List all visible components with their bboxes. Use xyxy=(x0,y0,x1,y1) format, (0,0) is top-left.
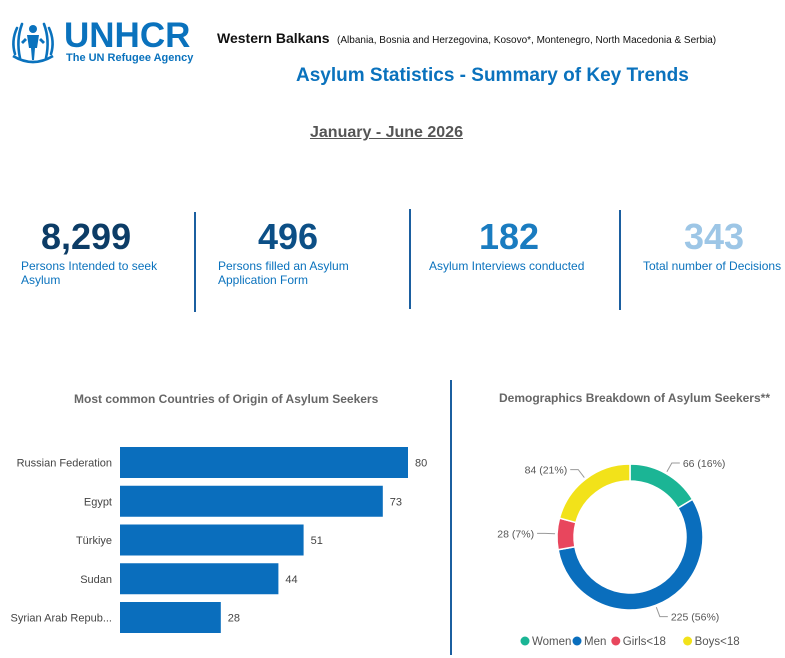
bar-chart-title: Most common Countries of Origin of Asylu… xyxy=(74,392,379,406)
donut-slice[interactable] xyxy=(558,463,631,524)
bar-category-label: Egypt xyxy=(84,496,112,508)
kpi-value: 182 xyxy=(479,216,540,257)
legend-swatch-icon xyxy=(520,636,530,646)
reporting-period: January - June 2026 xyxy=(310,124,463,141)
bar-value-label: 44 xyxy=(285,574,297,586)
bar-category-label: Sudan xyxy=(80,574,112,586)
bar-value-label: 51 xyxy=(311,535,323,547)
bar[interactable] xyxy=(120,563,279,595)
donut-data-label: 84 (21%) xyxy=(525,465,568,477)
logo-tagline: The UN Refugee Agency xyxy=(66,52,194,64)
demographics-donut-chart: 66 (16%) 225 (56%) 28 (7%) 84 (21%) Women Men… xyxy=(497,458,740,648)
donut-slice[interactable] xyxy=(629,463,694,510)
kpi-label: Total number of Decisions xyxy=(643,259,782,273)
bar[interactable] xyxy=(120,524,304,556)
kpi-label: Persons filled an Asylum Application For… xyxy=(218,259,349,287)
legend-item[interactable]: Girls<18 xyxy=(611,636,666,648)
legend-swatch-icon xyxy=(683,636,693,646)
kpi-value: 496 xyxy=(258,216,319,257)
legend-item[interactable]: Women xyxy=(520,636,572,648)
legend-label: Girls<18 xyxy=(623,636,666,648)
chart-divider xyxy=(450,380,452,655)
bar-category-label: Syrian Arab Repub... xyxy=(10,613,112,625)
donut-slice[interactable] xyxy=(556,517,577,551)
kpi-label: Asylum Interviews conducted xyxy=(429,259,585,273)
legend-swatch-icon xyxy=(611,636,621,646)
bar-value-label: 80 xyxy=(415,458,427,470)
bar-value-label: 73 xyxy=(390,496,402,508)
kpi-intended-asylum: 8,299 Persons Intended to seek Asylum xyxy=(21,215,191,287)
legend-swatch-icon xyxy=(572,636,582,646)
region-countries: (Albania, Bosnia and Herzegovina, Kosovo… xyxy=(337,35,717,46)
bar[interactable] xyxy=(120,602,221,633)
donut-leader-line xyxy=(570,469,585,478)
kpi-decisions: 343 Total number of Decisions xyxy=(643,215,783,273)
legend-label: Boys<18 xyxy=(695,636,740,648)
kpi-value: 8,299 xyxy=(41,216,132,257)
bar[interactable] xyxy=(120,485,383,517)
page-title: Asylum Statistics - Summary of Key Trend… xyxy=(296,65,689,86)
kpi-divider xyxy=(409,209,411,309)
bar-value-label: 28 xyxy=(228,613,240,625)
legend-label: Men xyxy=(584,636,606,648)
bar[interactable] xyxy=(120,447,408,478)
donut-slice[interactable] xyxy=(557,498,704,611)
donut-data-label: 66 (16%) xyxy=(683,458,726,470)
kpi-interviews: 182 Asylum Interviews conducted xyxy=(429,215,609,273)
unhcr-emblem-icon xyxy=(12,22,54,64)
kpi-application-form: 496 Persons filled an Asylum Application… xyxy=(218,215,388,287)
kpi-label: Persons Intended to seek Asylum xyxy=(21,259,158,287)
kpi-divider xyxy=(619,210,621,310)
donut-leader-line xyxy=(666,462,680,472)
donut-data-label: 225 (56%) xyxy=(671,612,719,624)
countries-bar-chart: Russian Federation 80 Egypt 73 Türkiye 51 Suda… xyxy=(10,447,427,633)
logo-wordmark: UNHCR xyxy=(64,16,191,55)
kpi-value: 343 xyxy=(684,216,745,257)
region-heading: Western Balkans (Albania, Bosnia and Her… xyxy=(217,30,716,48)
unhcr-logo: UNHCR The UN Refugee Agency xyxy=(8,16,198,68)
legend-item[interactable]: Men xyxy=(572,636,607,648)
kpi-divider xyxy=(194,212,196,312)
bar-category-label: Russian Federation xyxy=(17,458,112,470)
donut-chart-title: Demographics Breakdown of Asylum Seekers… xyxy=(499,391,770,405)
donut-leader-line xyxy=(655,607,668,618)
donut-data-label: 28 (7%) xyxy=(497,528,534,540)
legend-label: Women xyxy=(532,636,571,648)
region-title: Western Balkans xyxy=(217,30,330,46)
legend-item[interactable]: Boys<18 xyxy=(683,636,740,648)
bar-category-label: Türkiye xyxy=(76,535,112,547)
